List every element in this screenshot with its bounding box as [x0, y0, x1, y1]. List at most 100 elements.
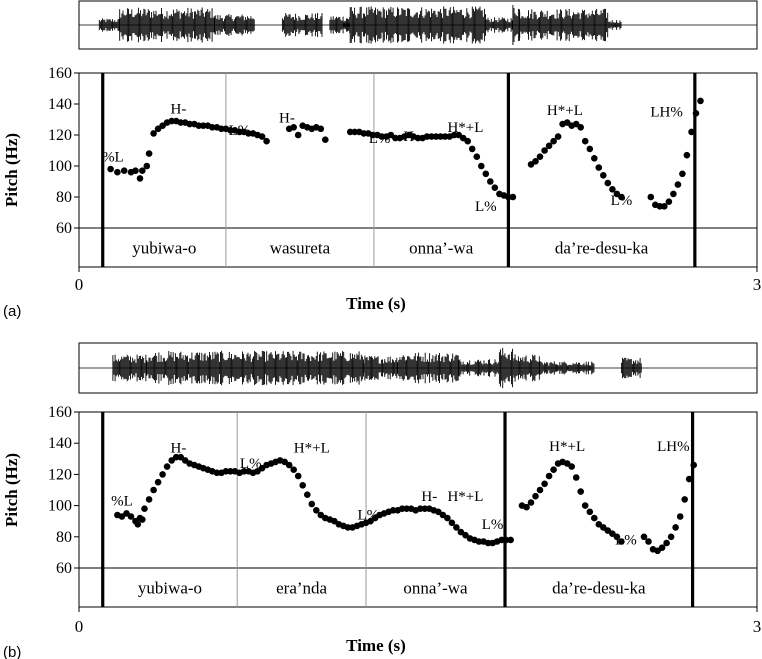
pitch-point	[604, 179, 612, 187]
pitch-point	[478, 162, 485, 170]
pitch-point	[591, 155, 598, 162]
pitch-point	[163, 463, 171, 470]
chart-panel-b: 60 80 100 120 140 160 0 3 yubiwa-o era’nda onna’-w…	[2, 342, 762, 659]
pitch-point	[581, 502, 589, 509]
tone-label: L%	[369, 131, 391, 147]
pitch-point	[464, 137, 472, 145]
word-label: wasureta	[270, 239, 331, 258]
x-tick-label: 0	[75, 617, 84, 636]
tone-label: L%	[357, 508, 379, 524]
pitch-point	[613, 533, 621, 541]
pitch-series	[107, 150, 153, 182]
x-tick-label: 3	[753, 275, 762, 294]
pitch-point	[502, 536, 510, 544]
tone-label: L%	[615, 533, 637, 549]
pitch-point	[127, 513, 135, 520]
pitch-series	[285, 122, 329, 143]
pitch-point	[294, 472, 302, 480]
y-tick-label: 140	[48, 96, 72, 113]
x-axis-label: Time (s)	[346, 636, 406, 655]
pitch-point	[697, 97, 704, 105]
tone-label: LH%	[650, 104, 683, 120]
pitch-point	[672, 524, 679, 531]
pitch-point	[487, 178, 494, 185]
pitch-point	[550, 466, 557, 474]
pitch-point	[527, 499, 535, 506]
pitch-point	[591, 514, 598, 522]
word-label: onna’-wa	[403, 579, 468, 598]
pitch-point	[536, 486, 544, 494]
x-tick-label: 0	[75, 275, 84, 294]
pitch-point	[645, 538, 652, 545]
pitch-series	[346, 128, 517, 201]
pitch-point	[683, 151, 691, 159]
pitch-point	[509, 193, 517, 201]
pitch-point	[676, 513, 684, 520]
word-label: era’nda	[276, 579, 327, 598]
pitch-point	[132, 167, 139, 174]
pitch-point	[285, 461, 293, 469]
tone-label: H*+L	[549, 439, 585, 455]
pitch-point	[468, 145, 476, 153]
word-label: yubiwa-o	[132, 239, 196, 258]
pitch-series	[647, 97, 704, 210]
pitch-point	[545, 472, 553, 480]
pitch-point	[536, 153, 544, 160]
tone-label: L%	[611, 193, 633, 209]
pitch-series	[640, 461, 697, 555]
pitch-point	[145, 496, 153, 503]
y-tick-label: 160	[48, 65, 72, 82]
pitch-point	[290, 124, 298, 131]
pitch-point	[134, 521, 142, 528]
x-axis-label: Time (s)	[346, 294, 406, 313]
pitch-point	[658, 544, 666, 551]
pitch-point	[568, 463, 575, 470]
waveform-signal	[112, 347, 642, 389]
tone-label: H*+L	[294, 441, 330, 457]
pitch-point	[572, 474, 580, 481]
pitch-point	[139, 516, 146, 523]
pitch-point	[154, 478, 162, 486]
word-label: da’re-desu-ka	[555, 239, 649, 258]
pitch-point	[263, 137, 270, 145]
pitch-point	[609, 186, 616, 193]
pitch-point	[581, 137, 589, 145]
pitch-point	[317, 125, 325, 133]
y-axis-label: Pitch (Hz)	[2, 133, 21, 207]
pitch-point	[618, 538, 625, 545]
tone-label: H*+L	[447, 489, 483, 505]
pitch-point	[209, 124, 216, 131]
waveform-signal	[98, 5, 622, 45]
tone-label: H-	[403, 129, 419, 145]
pitch-point	[600, 172, 607, 179]
pitch-point	[532, 492, 539, 500]
pitch-point	[290, 466, 298, 474]
pitch-point	[299, 482, 307, 489]
pitch-point	[107, 165, 114, 173]
pitch-point	[159, 471, 166, 478]
word-label: onna’-wa	[409, 239, 474, 258]
pitch-point	[541, 480, 548, 488]
pitch-point	[507, 536, 514, 544]
pitch-series	[114, 510, 146, 528]
pitch-point	[679, 170, 686, 178]
pitch-point	[453, 524, 460, 531]
pitch-series	[150, 117, 270, 145]
panel-label: (b)	[3, 644, 21, 659]
tone-label: L%	[475, 199, 497, 215]
pitch-point	[482, 170, 490, 178]
pitch-point	[550, 137, 557, 145]
pitch-point	[139, 167, 146, 174]
word-tier	[78, 227, 758, 268]
pitch-point	[618, 193, 625, 201]
y-tick-label: 120	[48, 466, 72, 483]
tone-label: H-	[279, 111, 295, 127]
pitch-point	[473, 153, 481, 160]
tone-label: L%	[240, 456, 262, 472]
pitch-point	[448, 519, 456, 527]
pitch-point	[688, 128, 695, 136]
pitch-series	[518, 458, 625, 545]
pitch-point	[692, 110, 700, 117]
pitch-point	[423, 133, 431, 140]
x-tick-label: 3	[753, 617, 762, 636]
